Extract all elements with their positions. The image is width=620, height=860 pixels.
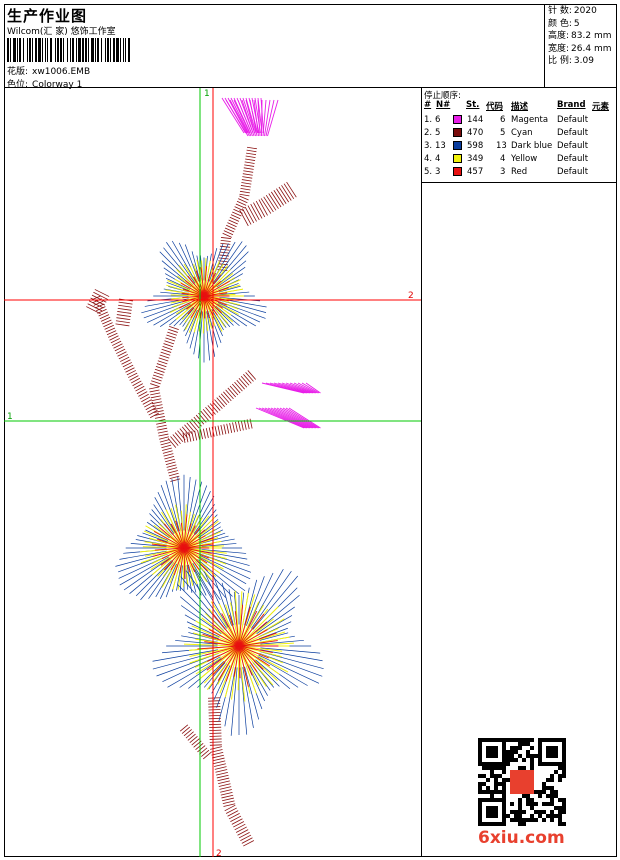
guide-label-top: 1	[204, 89, 210, 99]
qr-code-image	[478, 738, 566, 826]
stat-height: 高度: 83.2 mm	[548, 31, 612, 41]
stop-sequence-table: 停止顺序: # N# St. 代码 描述 Brand 元素 1. 6 144 6 M…	[422, 88, 617, 183]
stat-stitches: 针 数: 2020	[548, 6, 597, 16]
guide-label-right: 2	[408, 291, 414, 301]
sheet-frame	[4, 4, 617, 857]
stat-colors: 颜 色: 5	[548, 18, 580, 29]
sheet-title: 生产作业图	[7, 7, 88, 25]
design-label: 花版:	[7, 67, 29, 77]
colorway-value: Colorway 1	[32, 80, 83, 90]
design-file: 花版: xw1006.EMB	[7, 64, 90, 77]
color-swatch	[453, 115, 462, 124]
guide-label-bottom: 2	[216, 849, 222, 857]
table-row: 3. 13 598 13 Dark blue Default	[424, 141, 589, 151]
table-row: 1. 6 144 6 Magenta Default	[424, 115, 589, 125]
design-value: xw1006.EMB	[32, 67, 91, 77]
color-swatch	[453, 128, 462, 137]
stats-panel: 针 数: 2020 颜 色: 5 高度: 83.2 mm 宽度: 26.4 mm 比 例…	[545, 4, 617, 88]
table-row: 2. 5 470 5 Cyan Default	[424, 128, 589, 138]
color-swatch	[453, 154, 462, 163]
watermark-site: 6xiu.com	[478, 828, 565, 848]
embroidery-canvas: 1 2 1 2	[4, 88, 422, 857]
table-row: 4. 4 349 4 Yellow Default	[424, 154, 589, 164]
colorway-label: 色位:	[7, 80, 29, 90]
table-row: 5. 3 457 3 Red Default	[424, 167, 589, 177]
barcode-image	[7, 38, 130, 62]
color-swatch	[453, 141, 462, 150]
embroidery-design: 1 2 1 2	[4, 88, 421, 857]
color-swatch	[453, 167, 462, 176]
header-panel: 生产作业图 Wilcom(汇 家) 悠饰工作室 花版: xw1006.EMB 色位…	[4, 4, 545, 90]
flower-stitches	[115, 240, 324, 736]
stat-width: 宽度: 26.4 mm	[548, 43, 612, 54]
stem-stitches	[86, 146, 297, 847]
stop-sequence-title: 停止顺序:	[424, 91, 461, 101]
company-name: Wilcom(汇 家) 悠饰工作室	[7, 27, 116, 37]
stat-scale: 比 例: 3.09	[548, 56, 594, 66]
colorway-info: 色位: Colorway 1	[7, 77, 82, 90]
guide-label-left: 1	[7, 412, 13, 422]
bud-stitches	[221, 97, 321, 429]
table-header: # N# St. 代码 描述 Brand 元素	[424, 100, 610, 112]
